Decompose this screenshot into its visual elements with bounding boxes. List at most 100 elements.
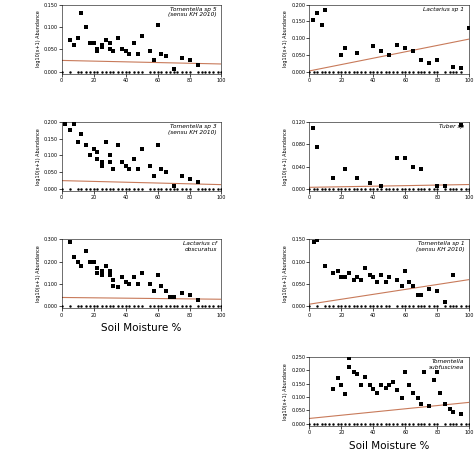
- Point: [170, 66, 177, 73]
- Point: [138, 32, 146, 39]
- Point: [418, 56, 425, 63]
- Text: Tomentella sp 5
(sensu KH 2010): Tomentella sp 5 (sensu KH 2010): [168, 7, 217, 17]
- Point: [194, 178, 201, 186]
- Point: [71, 41, 78, 48]
- Point: [385, 381, 393, 389]
- Point: [366, 271, 374, 279]
- Point: [389, 379, 396, 386]
- Point: [98, 159, 105, 166]
- Point: [426, 60, 433, 67]
- Point: [82, 247, 90, 254]
- Point: [385, 274, 393, 281]
- Y-axis label: log10(x+1) Abundance: log10(x+1) Abundance: [283, 246, 289, 302]
- Point: [334, 375, 342, 382]
- Point: [154, 142, 161, 149]
- Point: [370, 274, 377, 281]
- Point: [426, 403, 433, 410]
- Point: [341, 44, 348, 52]
- Point: [449, 63, 457, 70]
- Point: [87, 152, 94, 159]
- Y-axis label: log10(x+1) Abundance: log10(x+1) Abundance: [283, 128, 289, 185]
- Point: [102, 263, 110, 270]
- Point: [130, 39, 137, 46]
- Point: [350, 276, 358, 283]
- Point: [157, 50, 164, 58]
- Point: [125, 165, 133, 173]
- Y-axis label: log10(x+1) Abundance: log10(x+1) Abundance: [36, 128, 41, 185]
- Point: [362, 373, 369, 381]
- Point: [90, 258, 97, 265]
- Point: [418, 400, 425, 407]
- Point: [98, 41, 105, 48]
- Point: [77, 263, 84, 270]
- Point: [157, 283, 164, 290]
- Point: [98, 43, 105, 51]
- Point: [405, 381, 412, 389]
- Point: [93, 149, 100, 156]
- Point: [77, 10, 84, 17]
- Point: [114, 284, 121, 291]
- Point: [151, 57, 158, 64]
- Point: [354, 371, 361, 378]
- Point: [310, 238, 318, 245]
- Point: [166, 294, 174, 301]
- Point: [146, 162, 153, 169]
- Point: [309, 124, 316, 131]
- Point: [106, 39, 113, 46]
- Point: [106, 152, 113, 159]
- Point: [370, 43, 377, 50]
- Point: [449, 408, 457, 415]
- Point: [410, 48, 417, 55]
- Point: [135, 280, 142, 288]
- Point: [373, 389, 380, 396]
- Point: [329, 174, 337, 182]
- Point: [151, 172, 158, 179]
- Point: [341, 274, 348, 281]
- Point: [98, 267, 105, 274]
- Point: [401, 267, 409, 274]
- Point: [118, 159, 126, 166]
- Point: [366, 180, 374, 187]
- Point: [383, 384, 390, 391]
- Point: [337, 381, 345, 389]
- Point: [106, 159, 113, 166]
- Point: [410, 163, 417, 170]
- Point: [366, 381, 374, 389]
- Point: [354, 49, 361, 57]
- Point: [393, 387, 401, 394]
- Point: [71, 120, 78, 127]
- Point: [77, 130, 84, 137]
- Point: [186, 57, 193, 64]
- Point: [378, 381, 385, 389]
- Point: [346, 355, 353, 362]
- Point: [162, 169, 169, 176]
- Point: [378, 271, 385, 279]
- Point: [114, 142, 121, 149]
- Point: [87, 39, 94, 46]
- Point: [410, 389, 417, 396]
- Point: [118, 274, 126, 281]
- Point: [66, 238, 73, 245]
- Y-axis label: log10(x+1) Abundance: log10(x+1) Abundance: [36, 246, 41, 302]
- Point: [414, 292, 422, 299]
- Point: [418, 166, 425, 173]
- Point: [122, 162, 129, 169]
- Point: [109, 165, 117, 173]
- X-axis label: Soil Moisture %: Soil Moisture %: [101, 323, 182, 333]
- Point: [314, 144, 321, 151]
- Point: [93, 155, 100, 163]
- Point: [447, 405, 454, 413]
- Point: [74, 34, 82, 42]
- Point: [98, 271, 105, 279]
- Point: [102, 139, 110, 146]
- Point: [66, 37, 73, 44]
- Point: [314, 236, 321, 244]
- Point: [93, 46, 100, 53]
- Point: [109, 276, 117, 283]
- Point: [378, 48, 385, 55]
- Point: [373, 278, 380, 285]
- Point: [398, 395, 406, 402]
- Point: [82, 23, 90, 30]
- Point: [122, 48, 129, 55]
- Point: [186, 292, 193, 299]
